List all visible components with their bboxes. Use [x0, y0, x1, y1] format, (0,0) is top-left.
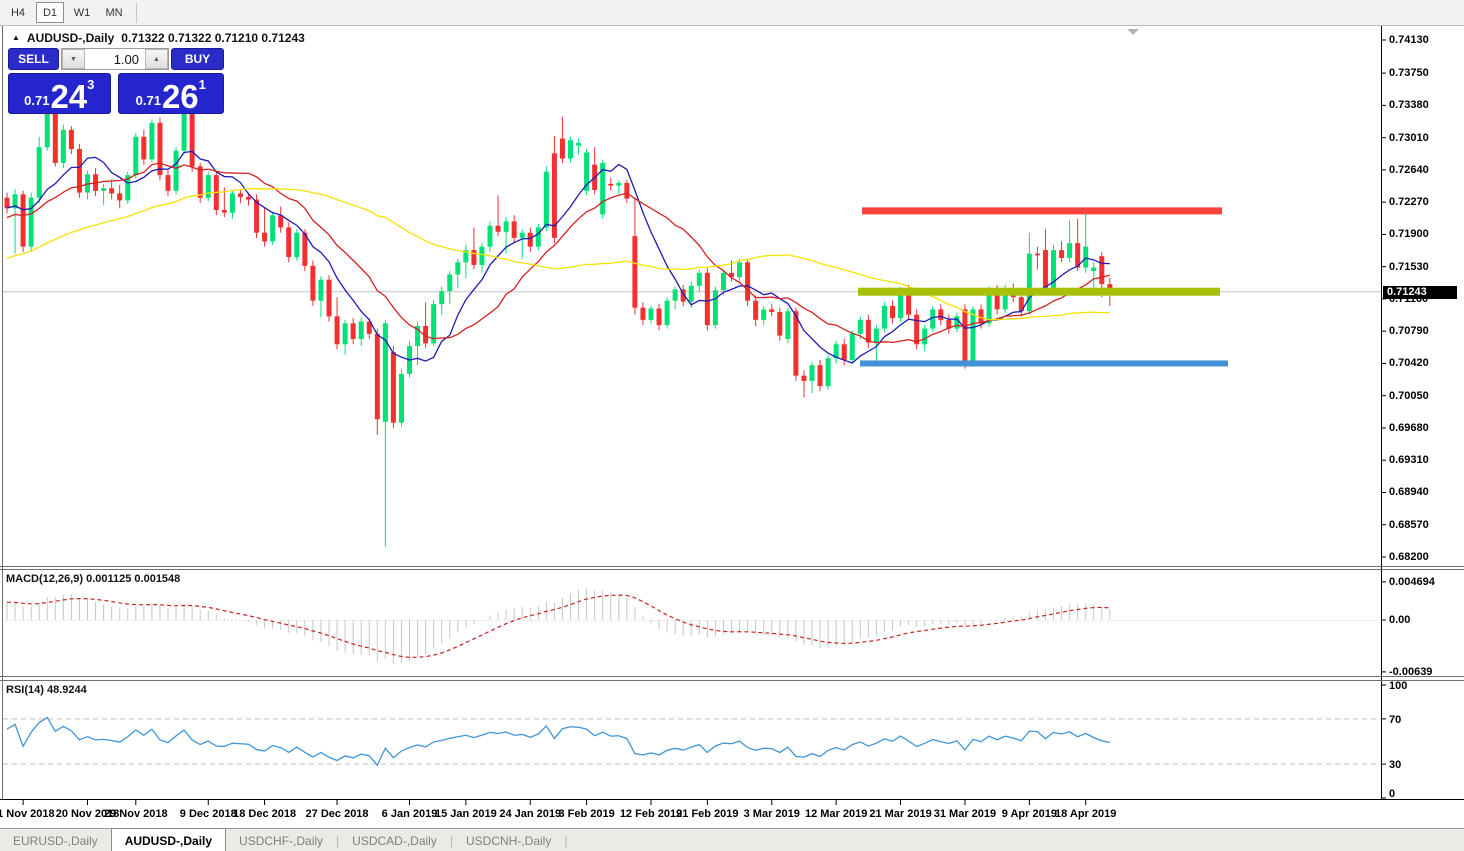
symbol-tab-usdchf[interactable]: USDCHF-,Daily	[239, 833, 324, 848]
rsi-tick-label: 0	[1389, 788, 1396, 800]
ma-fast-line	[6, 150, 1110, 364]
tab-separator: |	[564, 833, 568, 848]
date-tick-label: 27 Dec 2018	[305, 808, 369, 820]
price-tick-label: 0.68570	[1389, 518, 1429, 531]
rsi-panel	[3, 716, 1381, 767]
buy-button[interactable]: BUY	[171, 48, 224, 70]
macd-tick-label: -0.00639	[1389, 665, 1433, 678]
date-tick-label: 31 Mar 2019	[933, 808, 997, 820]
price-tick-label: 0.68200	[1389, 551, 1429, 563]
date-tick-label: 18 Dec 2018	[233, 808, 297, 820]
price-tick-label: 0.73750	[1389, 67, 1429, 80]
symbol-tab-audusd[interactable]: AUDUSD-,Daily	[110, 828, 227, 851]
level-support	[860, 360, 1228, 367]
price-tick-label: 0.71530	[1389, 260, 1429, 273]
tab-separator: |	[336, 833, 340, 848]
buy-quote-box[interactable]: 0.71 26 1	[117, 73, 224, 115]
buy-price-pipette: 1	[198, 77, 206, 92]
level-pivot	[858, 287, 1220, 296]
date-tick-label: 9 Apr 2019	[1001, 808, 1057, 820]
macd-tick-label: 0.00	[1389, 614, 1411, 626]
price-panel	[3, 102, 1381, 547]
price-tick-label: 0.69310	[1389, 454, 1429, 467]
symbol-tab-usdcnh[interactable]: USDCNH-,Daily	[465, 833, 552, 848]
date-tick-label: 29 Nov 2018	[103, 808, 168, 820]
date-tick-label: 12 Mar 2019	[804, 808, 868, 820]
symbol-tab-bar: EURUSD-,Daily AUDUSD-,Daily USDCHF-,Daily |…	[0, 828, 1464, 851]
volume-input[interactable]	[85, 49, 145, 69]
date-tick-label: 6 Jan 2019	[381, 808, 438, 820]
timeframe-toolbar: H4 D1 W1 MN	[0, 0, 1464, 26]
chart-ohlc-readout: 0.71322 0.71322 0.71210 0.71243	[121, 31, 305, 45]
symbol-tab-eurusd[interactable]: EURUSD-,Daily	[13, 833, 98, 848]
macd-tick-label: 0.004694	[1389, 575, 1435, 588]
price-tick-label: 0.68940	[1389, 486, 1429, 499]
rsi-tick-label: 100	[1389, 680, 1408, 692]
candles-layer	[4, 102, 1113, 547]
volume-box: ▼ ▲	[61, 48, 169, 70]
macd-signal-line	[6, 594, 1110, 658]
date-tick-label: 20 Nov 2018	[55, 808, 120, 820]
date-tick-label: 18 Apr 2019	[1055, 808, 1117, 820]
timeframe-button-d1[interactable]: D1	[36, 2, 64, 23]
price-tick-label: 0.72270	[1389, 196, 1429, 209]
volume-increase-button[interactable]: ▲	[145, 49, 168, 69]
date-tick-label: 12 Feb 2019	[619, 808, 683, 820]
price-tick-label: 0.70420	[1389, 357, 1429, 370]
symbol-tab-usdcad[interactable]: USDCAD-,Daily	[352, 833, 437, 848]
toolbar-divider	[136, 2, 137, 23]
rsi-label: RSI(14) 48.9244	[6, 684, 87, 696]
ma-mid-line	[6, 162, 1111, 344]
level-resistance	[862, 207, 1222, 215]
current-price-badge: 0.71243	[1383, 285, 1457, 299]
price-tick-label: 0.70790	[1389, 325, 1429, 338]
price-tick-label: 0.69680	[1389, 421, 1429, 434]
date-tick-label: 9 Dec 2018	[179, 808, 237, 820]
one-click-trade-panel: SELL ▼ ▲ BUY 0.71 24 3 0.71 26 1	[8, 48, 224, 114]
price-tick-label: 0.70050	[1389, 389, 1429, 402]
date-tick-label: 3 Mar 2019	[743, 808, 800, 820]
timeframe-button-mn[interactable]: MN	[105, 6, 123, 19]
sell-button[interactable]: SELL	[8, 48, 59, 70]
date-tick-label: 15 Jan 2019	[434, 808, 497, 820]
macd-panel	[3, 588, 1381, 664]
price-tick-label: 0.71900	[1389, 228, 1429, 241]
sell-price-prefix: 0.71	[24, 93, 50, 108]
buy-price-big: 26	[161, 77, 199, 115]
date-tick-label: 21 Mar 2019	[869, 808, 932, 820]
chart-title: ▲ AUDUSD-,Daily 0.71322 0.71322 0.71210 …	[12, 31, 305, 45]
macd-label: MACD(12,26,9) 0.001125 0.001548	[6, 573, 181, 585]
tab-separator: |	[449, 833, 453, 848]
sell-quote-box[interactable]: 0.71 24 3	[8, 73, 111, 114]
price-tick-label: 0.73380	[1389, 99, 1429, 112]
sell-price-big: 24	[50, 77, 88, 115]
price-tick-label: 0.74130	[1389, 34, 1429, 46]
date-tick-label: 3 Feb 2019	[558, 808, 615, 820]
volume-decrease-button[interactable]: ▼	[62, 49, 85, 69]
price-tick-label: 0.72640	[1389, 163, 1429, 176]
collapse-icon[interactable]: ▲	[12, 33, 20, 42]
rsi-line	[6, 716, 1110, 767]
rsi-tick-label: 30	[1389, 759, 1402, 772]
rsi-tick-label: 70	[1389, 713, 1402, 726]
buy-price-prefix: 0.71	[135, 93, 161, 108]
date-tick-label: 11 Nov 2018	[0, 808, 55, 820]
shift-marker-icon	[1127, 29, 1139, 35]
timeframe-button-w1[interactable]: W1	[73, 6, 91, 19]
timeframe-button-h4[interactable]: H4	[10, 6, 26, 19]
sell-price-pipette: 3	[87, 77, 95, 92]
date-tick-label: 24 Jan 2019	[499, 808, 562, 820]
chart-symbol-label: AUDUSD-,Daily	[26, 31, 115, 45]
price-tick-label: 0.73010	[1389, 131, 1429, 144]
date-tick-label: 21 Feb 2019	[676, 808, 739, 820]
